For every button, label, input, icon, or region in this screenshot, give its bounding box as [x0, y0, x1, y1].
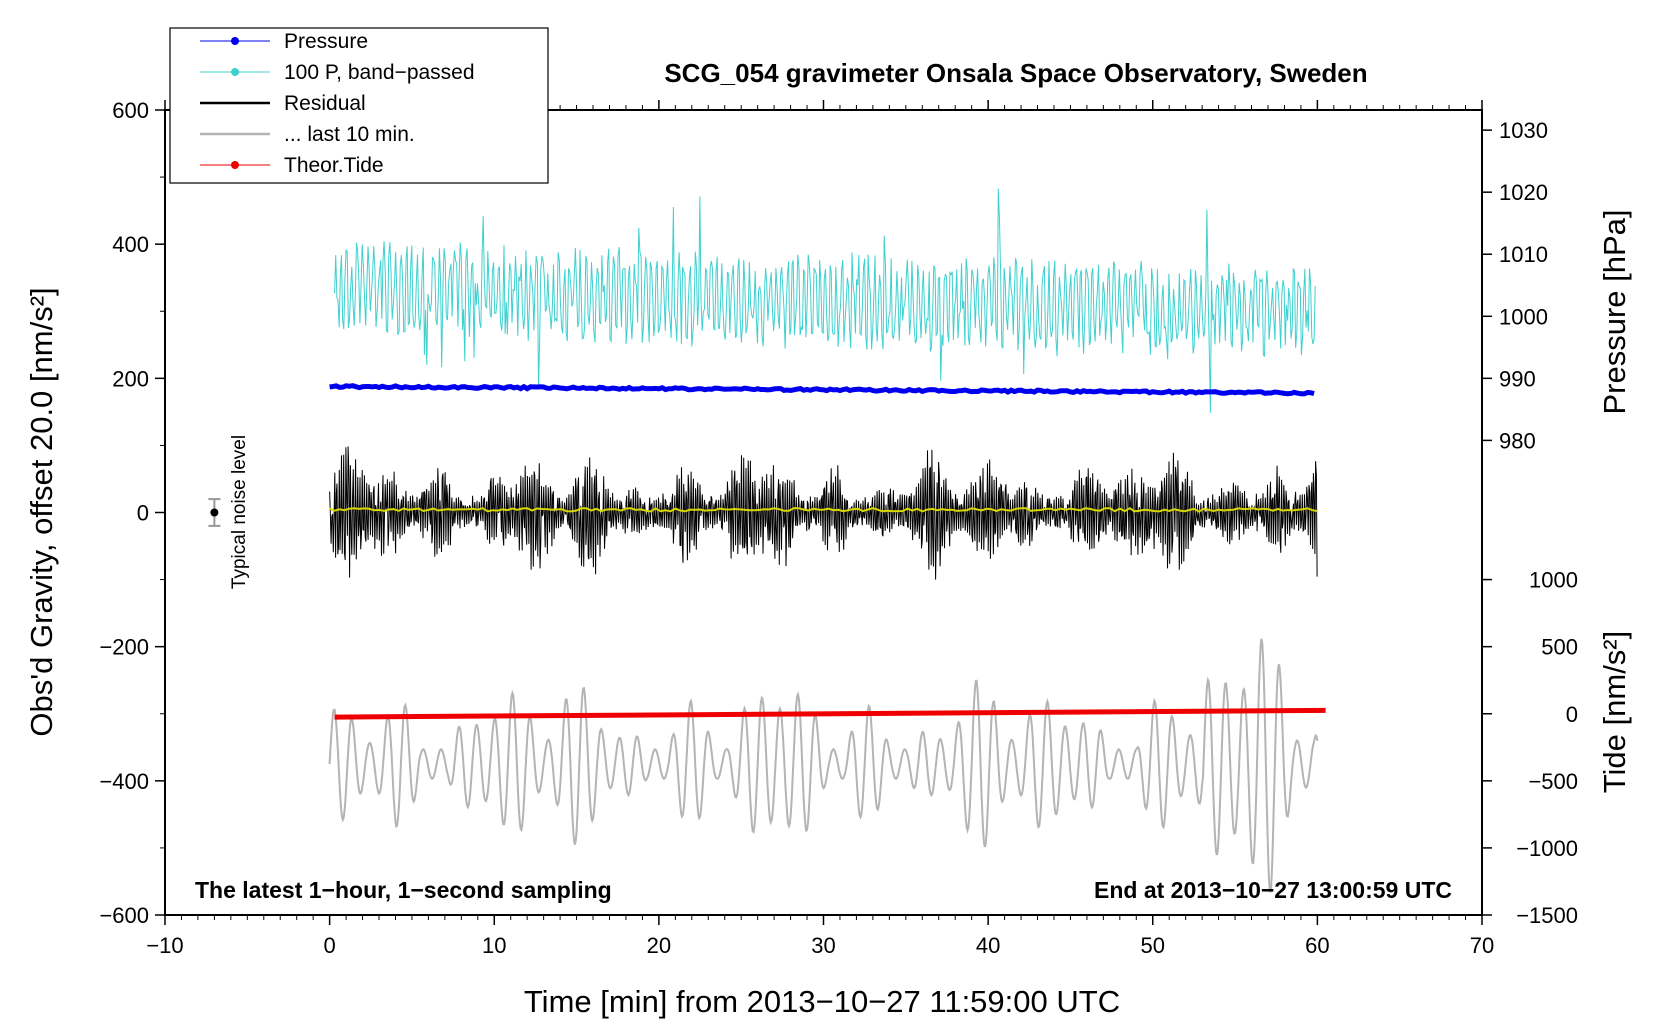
legend-box [169, 27, 549, 184]
legend: Pressure 100 P, band−passed Residual ... la… [169, 27, 549, 184]
y-tick-label: −200 [99, 635, 149, 660]
legend-label-pressure: Pressure [284, 30, 368, 53]
y-axis-title-tide: Tide [nm/s²] [1597, 631, 1632, 794]
pressure-tick-label: 990 [1499, 366, 1536, 391]
chart-title: SCG_054 gravimeter Onsala Space Observat… [664, 58, 1367, 88]
x-tick-label: 20 [647, 933, 671, 958]
tide-tick-label: 1000 [1529, 568, 1578, 593]
legend-marker-tide [231, 161, 239, 169]
y-tick-label: 0 [137, 501, 149, 526]
data-series [328, 188, 1326, 893]
x-axis-title: Time [min] from 2013−10−27 11:59:00 UTC [524, 984, 1120, 1019]
pressure-tick-label: 1020 [1499, 180, 1548, 205]
series-residual-line [329, 446, 1318, 580]
noise-dot [210, 508, 219, 517]
legend-marker-bandpassed [231, 68, 239, 76]
tide-tick-label: −500 [1528, 769, 1578, 794]
pressure-tick-label: 1000 [1499, 304, 1548, 329]
series-tide-line [334, 707, 1326, 720]
y-tick-label: 600 [112, 98, 149, 123]
series-last10-line [328, 638, 1319, 893]
x-tick-label: 40 [976, 933, 1000, 958]
x-tick-label: 60 [1305, 933, 1329, 958]
legend-entries: Pressure 100 P, band−passed Residual ... la… [200, 30, 475, 177]
tide-tick-label: 0 [1566, 702, 1578, 727]
x-tick-label: 10 [482, 933, 506, 958]
y-axis-title-gravity: Obs'd Gravity, offset 20.0 [nm/s²] [24, 287, 59, 736]
pressure-tick-label: 1030 [1499, 118, 1548, 143]
y-tick-label: 200 [112, 366, 149, 391]
noise-label: Typical noise level [229, 435, 250, 589]
x-tick-label: 30 [811, 933, 835, 958]
y-axis-title-pressure: Pressure [hPa] [1597, 209, 1632, 414]
pressure-tick-label: 1010 [1499, 242, 1548, 267]
noise-indicator [208, 498, 221, 527]
pressure-tick-label: 980 [1499, 428, 1536, 453]
y-tick-label: 400 [112, 232, 149, 257]
x-tick-label: −10 [146, 933, 183, 958]
legend-label-residual: Residual [284, 92, 366, 115]
y-tick-label: −400 [99, 769, 149, 794]
series-pressure-line [329, 383, 1315, 397]
x-tick-label: 50 [1141, 933, 1165, 958]
y-tick-label: −600 [99, 903, 149, 928]
series-bandpassed-line [334, 188, 1316, 413]
legend-marker-pressure [231, 37, 239, 45]
tide-tick-label: 500 [1541, 635, 1578, 660]
tide-tick-label: −1000 [1516, 836, 1578, 861]
series-mean-line [329, 507, 1318, 513]
annotation-right: End at 2013−10−27 13:00:59 UTC [1094, 877, 1452, 903]
legend-label-last10: ... last 10 min. [284, 123, 415, 146]
legend-label-bandpassed: 100 P, band−passed [284, 61, 475, 84]
legend-label-tide: Theor.Tide [284, 154, 384, 177]
x-tick-label: 70 [1470, 933, 1494, 958]
annotation-left: The latest 1−hour, 1−second sampling [195, 877, 612, 903]
axis-ticks: −10 0 10 20 30 40 50 60 70−600−400−2000200400600… [99, 98, 1578, 958]
tide-tick-label: −1500 [1516, 903, 1578, 928]
x-tick-label: 0 [324, 933, 336, 958]
